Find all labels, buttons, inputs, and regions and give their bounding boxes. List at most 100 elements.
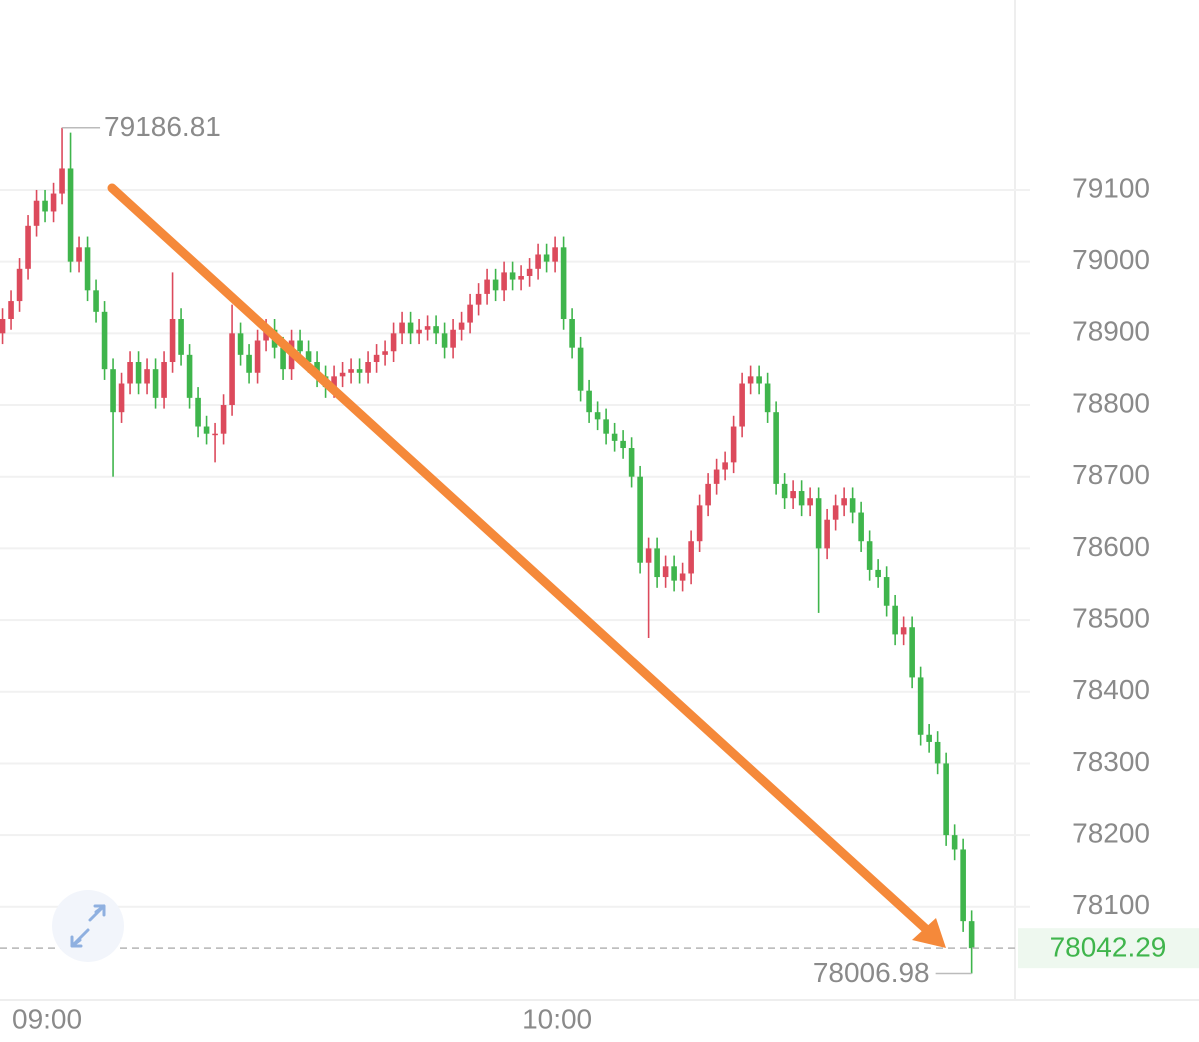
candle-body	[433, 326, 439, 334]
candle-body	[458, 322, 465, 330]
candle-body	[237, 333, 244, 355]
candle-body	[365, 362, 371, 373]
candle-body	[705, 483, 711, 506]
candle-body	[186, 354, 193, 398]
trend-arrow	[107, 183, 943, 945]
last-price-label: 78042.29	[1050, 932, 1167, 963]
candle-body	[773, 412, 779, 484]
candle-body	[926, 734, 932, 742]
candle-body	[127, 362, 133, 384]
candle-body	[943, 763, 949, 836]
candle-body	[297, 340, 303, 352]
candle-body	[790, 491, 796, 499]
candle-body	[195, 397, 201, 427]
candle-body	[212, 433, 218, 436]
candle-body	[144, 369, 150, 384]
candle-body	[824, 519, 830, 549]
candle-body	[875, 569, 881, 578]
candle-body	[8, 301, 14, 319]
candle-body	[93, 290, 99, 312]
candle-body	[118, 383, 125, 413]
candle-body	[951, 835, 958, 850]
candle-body	[756, 376, 762, 384]
candle-body	[67, 168, 74, 262]
candle-body	[399, 322, 405, 334]
candle-body	[16, 268, 23, 302]
candle-body	[960, 849, 966, 922]
min-label: 78006.98	[813, 957, 930, 988]
candle-body	[263, 329, 269, 341]
candle-body	[450, 329, 456, 348]
candle-body	[603, 419, 609, 434]
candle-body	[441, 333, 448, 348]
candle-body	[781, 483, 788, 499]
candle-body	[467, 304, 473, 323]
candle-body	[968, 921, 975, 949]
candle-body	[560, 247, 567, 319]
y-tick-label: 78600	[1072, 531, 1150, 562]
candle-body	[50, 193, 57, 212]
candle-body	[671, 566, 677, 581]
candle-body	[526, 268, 533, 276]
candle-body	[407, 322, 414, 334]
candle-body	[883, 577, 890, 606]
candle-body	[152, 369, 159, 398]
candle-body	[832, 505, 839, 520]
candle-body	[722, 462, 728, 470]
candle-body	[254, 340, 261, 373]
candle-body	[849, 498, 856, 513]
candle-body	[305, 351, 312, 363]
candle-body	[696, 505, 703, 542]
candle-body	[373, 354, 380, 363]
candle-body	[161, 362, 167, 398]
candle-body	[25, 225, 31, 269]
candle-body	[382, 351, 388, 355]
candle-body	[620, 440, 626, 449]
candle-body	[509, 272, 516, 280]
max-label: 79186.81	[104, 111, 221, 142]
candle-body	[424, 326, 431, 330]
candle-body	[892, 605, 898, 635]
y-tick-label: 78900	[1072, 316, 1150, 347]
candle-body	[654, 548, 660, 578]
candle-body	[730, 426, 737, 463]
candle-body	[552, 247, 558, 262]
y-tick-label: 78500	[1072, 602, 1150, 633]
expand-button[interactable]	[52, 890, 124, 962]
candle-body	[815, 498, 822, 549]
candle-body	[866, 541, 873, 570]
x-tick-label: 09:00	[12, 1003, 82, 1034]
candle-body	[628, 448, 635, 477]
candle-body	[543, 254, 550, 262]
candle-body	[33, 200, 40, 226]
candle-body	[135, 362, 142, 384]
candle-body	[518, 275, 524, 280]
candle-body	[110, 369, 116, 413]
last-price-box	[1018, 928, 1199, 969]
candle-body	[220, 405, 227, 434]
candle-body	[535, 254, 541, 269]
candle-body	[900, 627, 907, 635]
candle-body	[59, 168, 65, 194]
candle-body	[858, 512, 864, 542]
candle-body	[246, 354, 252, 373]
x-tick-label: 10:00	[522, 1003, 592, 1034]
candle-body	[348, 369, 354, 373]
candle-body	[909, 627, 915, 678]
candle-body	[492, 279, 499, 291]
candle-body	[229, 333, 235, 406]
candle-body	[76, 247, 82, 262]
candle-body	[169, 318, 176, 363]
candle-body	[331, 376, 337, 388]
y-tick-label: 78800	[1072, 387, 1150, 418]
candle-body	[637, 476, 643, 563]
candle-body	[280, 347, 286, 370]
candle-body	[101, 311, 108, 370]
y-tick-label: 78100	[1072, 889, 1150, 920]
candle-body	[917, 677, 924, 735]
candle-body	[662, 566, 669, 578]
candle-body	[807, 498, 813, 506]
candle-body	[178, 318, 184, 355]
